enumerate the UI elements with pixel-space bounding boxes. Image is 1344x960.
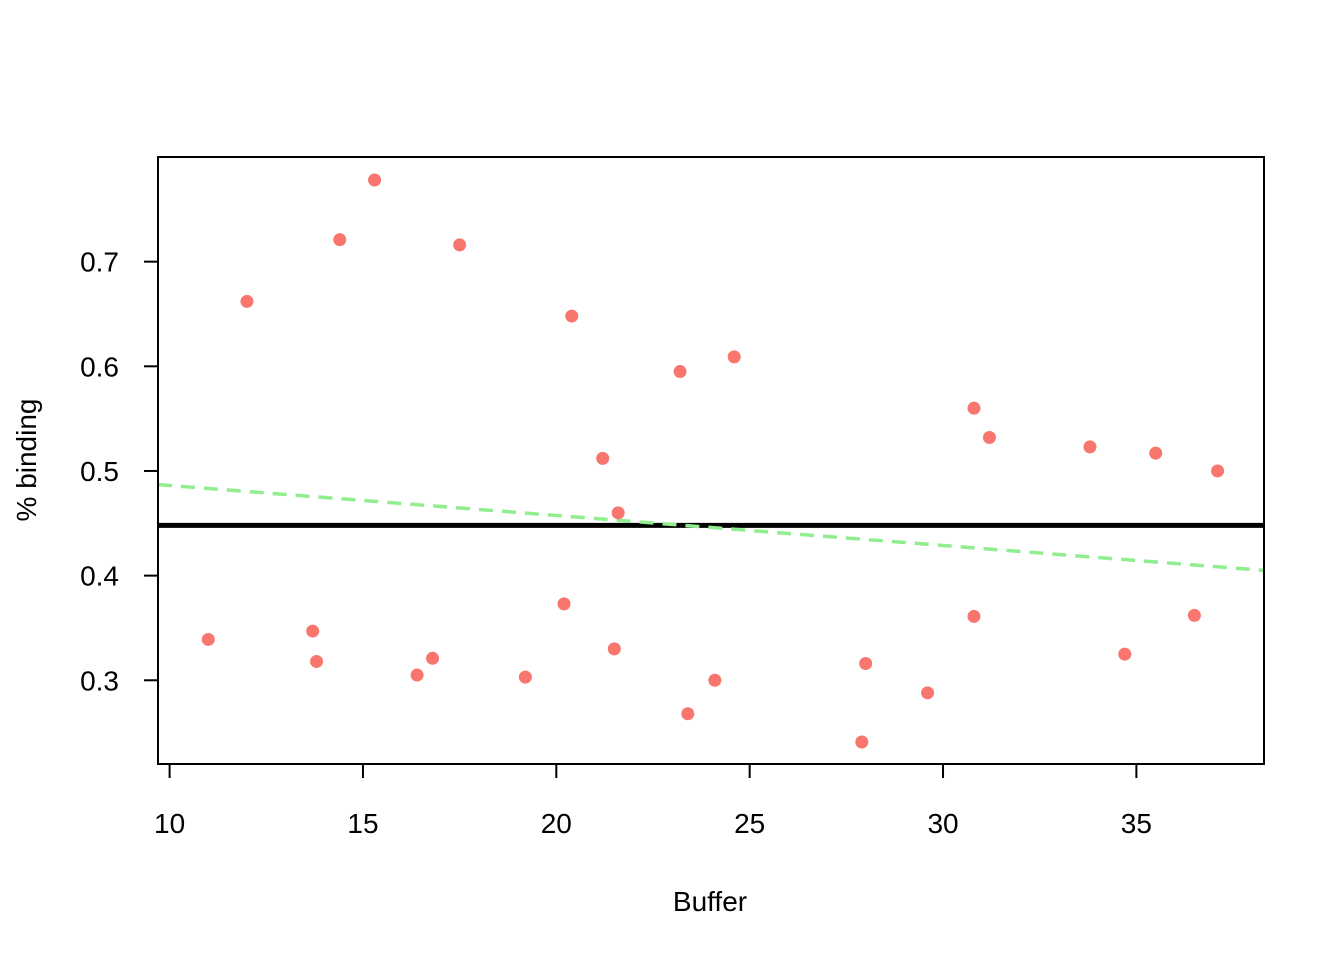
- y-tick-label-2: 0.5: [80, 456, 119, 487]
- data-point-5: [368, 173, 382, 187]
- data-point-25: [1083, 440, 1097, 454]
- plot-frame: [157, 156, 1265, 765]
- x-tick-label-4: 30: [927, 808, 958, 839]
- data-point-29: [1211, 464, 1225, 478]
- trend-line-dashed: [158, 482, 1264, 573]
- data-point-3: [310, 654, 324, 668]
- data-point-12: [596, 451, 610, 465]
- plot-area: [158, 173, 1264, 749]
- x-tick-label-3: 25: [734, 808, 765, 839]
- data-point-13: [607, 642, 621, 656]
- data-point-26: [1118, 647, 1132, 661]
- y-axis-title: % binding: [11, 399, 42, 522]
- y-tick-label-1: 0.4: [80, 561, 119, 592]
- data-point-19: [855, 735, 869, 749]
- data-point-28: [1187, 608, 1201, 622]
- data-point-11: [565, 309, 579, 323]
- x-tick-label-1: 15: [347, 808, 378, 839]
- data-point-7: [426, 651, 440, 665]
- y-tick-label-4: 0.7: [80, 247, 119, 278]
- data-point-4: [333, 233, 347, 247]
- data-point-18: [727, 350, 741, 364]
- y-tick-label-0: 0.3: [80, 665, 119, 696]
- data-point-24: [982, 430, 996, 444]
- data-point-17: [708, 673, 722, 687]
- data-point-27: [1149, 446, 1163, 460]
- data-point-21: [921, 686, 935, 700]
- data-point-16: [681, 707, 695, 721]
- data-point-10: [557, 597, 571, 611]
- axes: 10 15 20 25 30 35 0.3 0.4 0.5 0.6 0.7: [80, 156, 1265, 839]
- data-point-23: [967, 609, 981, 623]
- data-point-2: [306, 624, 320, 638]
- data-point-22: [967, 401, 981, 415]
- data-point-14: [611, 506, 625, 520]
- data-point-1: [240, 294, 254, 308]
- data-point-8: [453, 238, 467, 252]
- x-tick-label-0: 10: [154, 808, 185, 839]
- data-point-9: [518, 670, 532, 684]
- y-tick-label-3: 0.6: [80, 351, 119, 382]
- data-point-15: [673, 365, 687, 379]
- x-axis-title: Buffer: [673, 886, 747, 917]
- x-tick-label-2: 20: [541, 808, 572, 839]
- data-point-20: [859, 657, 873, 671]
- data-point-6: [410, 668, 424, 682]
- x-tick-label-5: 35: [1121, 808, 1152, 839]
- data-point-0: [201, 632, 215, 646]
